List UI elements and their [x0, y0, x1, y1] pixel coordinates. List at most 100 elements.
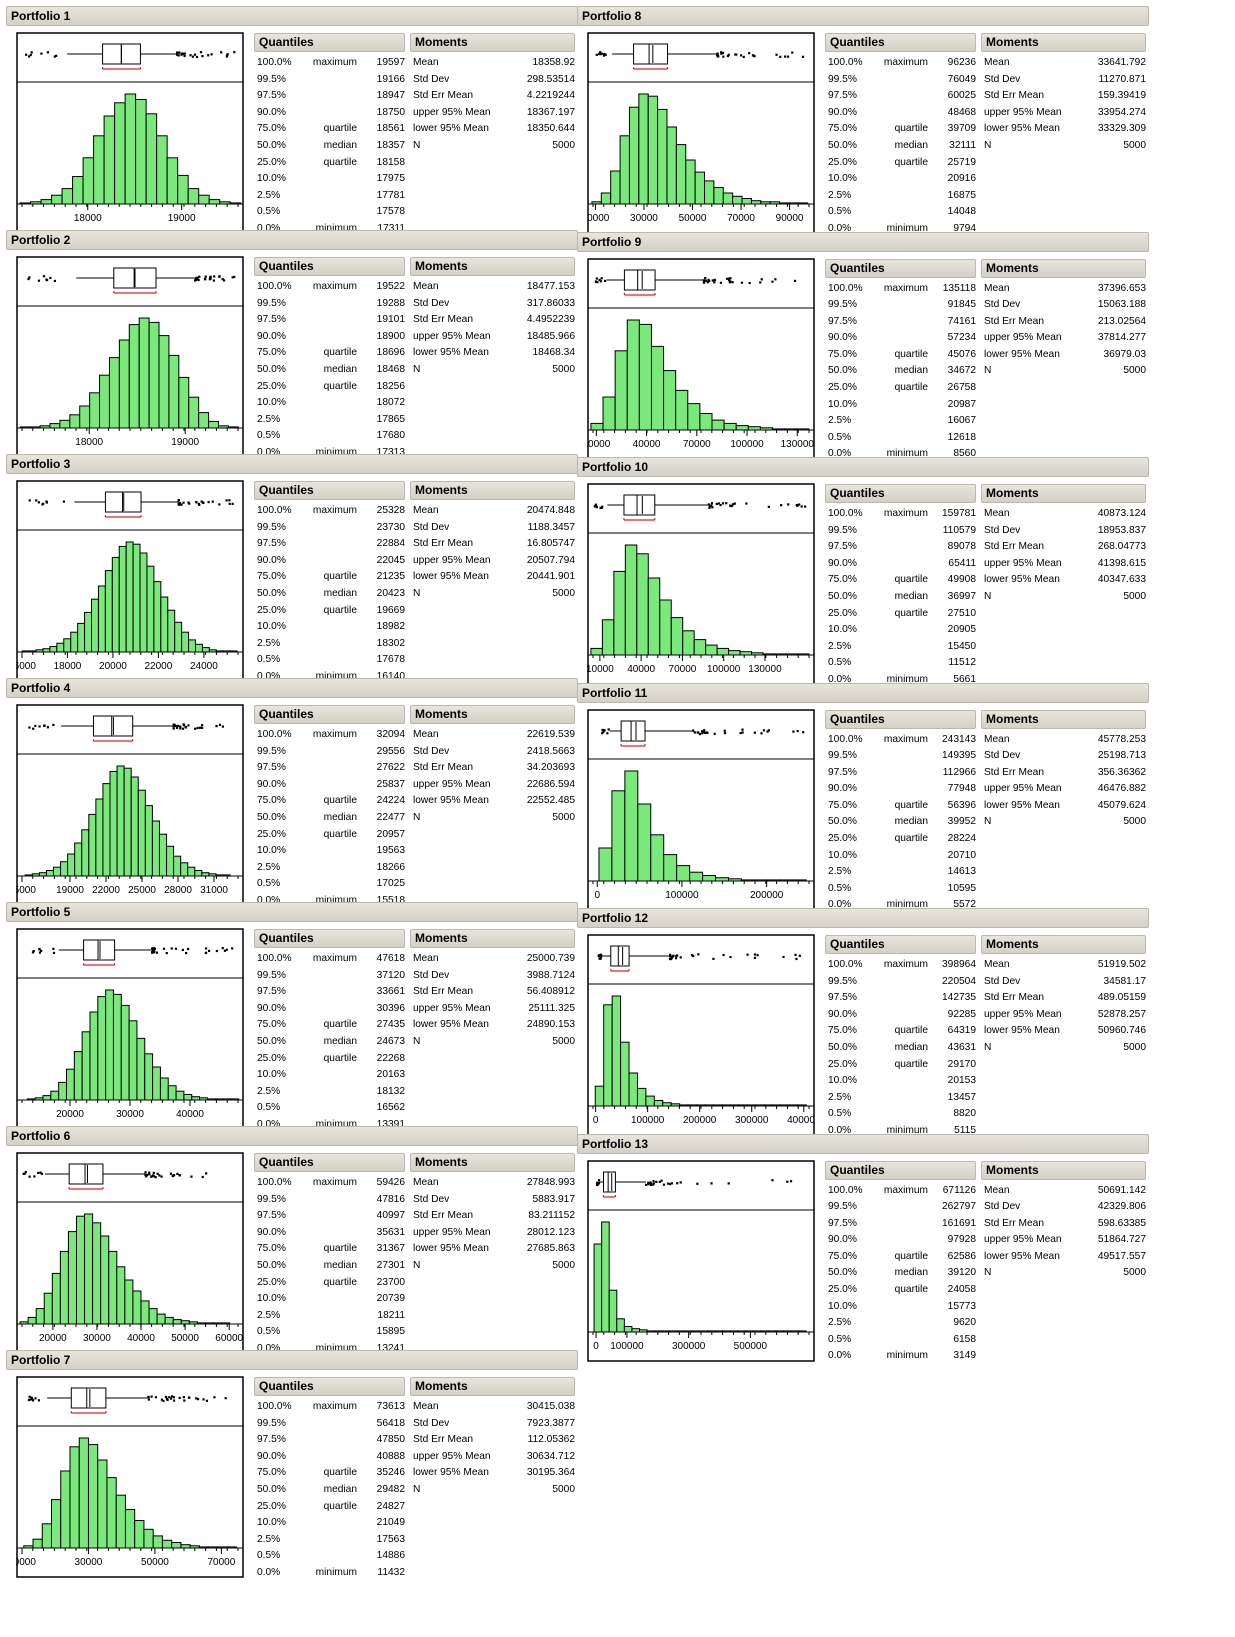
portfolio-title[interactable]: Portfolio 8 — [577, 6, 1149, 26]
quantile-percent: 25.0% — [828, 833, 857, 845]
moment-value: 37814.277 — [1097, 332, 1146, 344]
outlier-point — [747, 52, 751, 55]
moment-value: 268.04773 — [1097, 541, 1146, 553]
portfolio-title[interactable]: Portfolio 5 — [6, 902, 578, 922]
quantiles-header[interactable]: Quantiles — [825, 33, 976, 52]
portfolio-title[interactable]: Portfolio 6 — [6, 1126, 578, 1146]
moments-header[interactable]: Moments — [410, 1377, 575, 1396]
quantile-percent: 99.5% — [257, 969, 286, 981]
moment-label: Mean — [984, 1184, 1010, 1196]
quantile-label: quartile — [323, 347, 357, 359]
moment-value: 5000 — [1123, 365, 1146, 377]
quantile-row: 99.5% 29556 — [254, 744, 405, 761]
quantiles-header[interactable]: Quantiles — [825, 935, 976, 954]
distribution-svg: 10000 40000 70000 100000 130000 — [587, 483, 815, 685]
quantiles-header[interactable]: Quantiles — [254, 33, 405, 52]
moment-row: Std Err Mean 356.36362 — [981, 765, 1146, 782]
quantile-percent: 0.0% — [257, 446, 281, 458]
histogram-bar — [624, 544, 638, 656]
quantile-percent: 75.0% — [828, 574, 857, 586]
moments-header[interactable]: Moments — [981, 935, 1146, 954]
outlier-point — [200, 500, 203, 503]
quantiles-header[interactable]: Quantiles — [825, 709, 976, 729]
outlier-point — [746, 953, 749, 956]
outlier-point — [191, 55, 195, 58]
quantile-percent: 100.0% — [257, 57, 292, 68]
moments-header[interactable]: Moments — [410, 705, 575, 724]
portfolio-title[interactable]: Portfolio 4 — [6, 678, 578, 698]
moments-header[interactable]: Moments — [981, 709, 1146, 729]
quantile-label: quartile — [894, 348, 928, 360]
quantiles-header[interactable]: Quantiles — [254, 1377, 405, 1396]
moment-row: Std Err Mean 213.02564 — [981, 314, 1146, 331]
histogram-bar — [120, 1004, 130, 1101]
box-plot — [27, 1387, 227, 1414]
outlier-point — [34, 1397, 37, 1400]
histogram-bar — [123, 767, 132, 877]
histogram-bar — [659, 599, 672, 656]
outlier-point — [774, 277, 777, 280]
portfolio-title[interactable]: Portfolio 9 — [577, 231, 1149, 252]
distribution-svg: 20000 30000 40000 50000 60000 — [16, 1152, 244, 1354]
quantile-value: 20987 — [947, 398, 976, 410]
quantile-value: 56418 — [376, 1417, 405, 1429]
quantiles-header[interactable]: Quantiles — [254, 481, 405, 500]
quantiles-header[interactable]: Quantiles — [254, 1153, 405, 1172]
quantiles-header[interactable]: Quantiles — [254, 705, 405, 724]
quantile-row: 0.5% 14886 — [254, 1548, 405, 1565]
outlier-point — [179, 727, 182, 730]
moment-label: Std Err Mean — [984, 315, 1045, 327]
quantiles-header[interactable]: Quantiles — [825, 258, 976, 278]
moment-label: Std Err Mean — [413, 762, 474, 774]
portfolio-title[interactable]: Portfolio 1 — [6, 6, 578, 26]
quantiles-header[interactable]: Quantiles — [825, 1160, 976, 1180]
moments-header[interactable]: Moments — [981, 484, 1146, 503]
quantile-value: 16562 — [376, 1102, 405, 1114]
quantile-value: 18256 — [376, 380, 405, 392]
moment-row: Mean 20474.848 — [410, 503, 575, 520]
moment-label: upper 95% Mean — [413, 1450, 491, 1462]
outlier-point — [647, 1182, 650, 1185]
moment-value: 51864.727 — [1097, 1234, 1146, 1246]
histogram-bar — [704, 180, 715, 205]
moment-label: upper 95% Mean — [413, 330, 491, 342]
moments-header[interactable]: Moments — [410, 33, 575, 52]
moments-header[interactable]: Moments — [981, 1160, 1146, 1180]
quantile-percent: 50.0% — [828, 1267, 857, 1279]
moment-label: N — [413, 587, 421, 599]
portfolio-title[interactable]: Portfolio 7 — [6, 1350, 578, 1370]
histogram-bar — [158, 833, 168, 877]
quantile-label: quartile — [323, 1467, 357, 1479]
quantile-row: 97.5% 89078 — [825, 539, 976, 556]
moments-header[interactable]: Moments — [981, 258, 1146, 278]
portfolio-title[interactable]: Portfolio 11 — [577, 682, 1149, 703]
outlier-point — [649, 1181, 653, 1184]
moment-row: lower 95% Mean 49517.557 — [981, 1249, 1146, 1266]
portfolio-title[interactable]: Portfolio 2 — [6, 230, 578, 250]
quantiles-header[interactable]: Quantiles — [825, 484, 976, 503]
moments-header[interactable]: Moments — [981, 33, 1146, 52]
outlier-point — [39, 1171, 42, 1174]
quantile-value: 112966 — [942, 766, 976, 778]
quantiles-header[interactable]: Quantiles — [254, 257, 405, 276]
moments-header[interactable]: Moments — [410, 481, 575, 500]
moment-value: 5000 — [1123, 816, 1146, 828]
quantile-label: minimum — [886, 1124, 928, 1136]
quantiles-header[interactable]: Quantiles — [254, 929, 405, 948]
histogram-bar — [168, 354, 180, 429]
quantile-percent: 25.0% — [257, 1276, 286, 1288]
quantile-value: 15773 — [947, 1300, 976, 1312]
moment-row: Mean 30415.038 — [410, 1399, 575, 1416]
portfolio-title[interactable]: Portfolio 10 — [577, 457, 1149, 477]
moments-header[interactable]: Moments — [410, 257, 575, 276]
histogram-bar — [77, 622, 86, 653]
quantile-row: 100.0% maximum 73613 — [254, 1399, 405, 1416]
portfolio-title[interactable]: Portfolio 12 — [577, 908, 1149, 928]
quantile-label: maximum — [883, 57, 928, 68]
quantile-row: 10.0% 18982 — [254, 619, 405, 636]
outlier-point — [596, 280, 599, 283]
portfolio-title[interactable]: Portfolio 13 — [577, 1133, 1149, 1154]
moments-header[interactable]: Moments — [410, 1153, 575, 1172]
moments-header[interactable]: Moments — [410, 929, 575, 948]
portfolio-title[interactable]: Portfolio 3 — [6, 454, 578, 474]
